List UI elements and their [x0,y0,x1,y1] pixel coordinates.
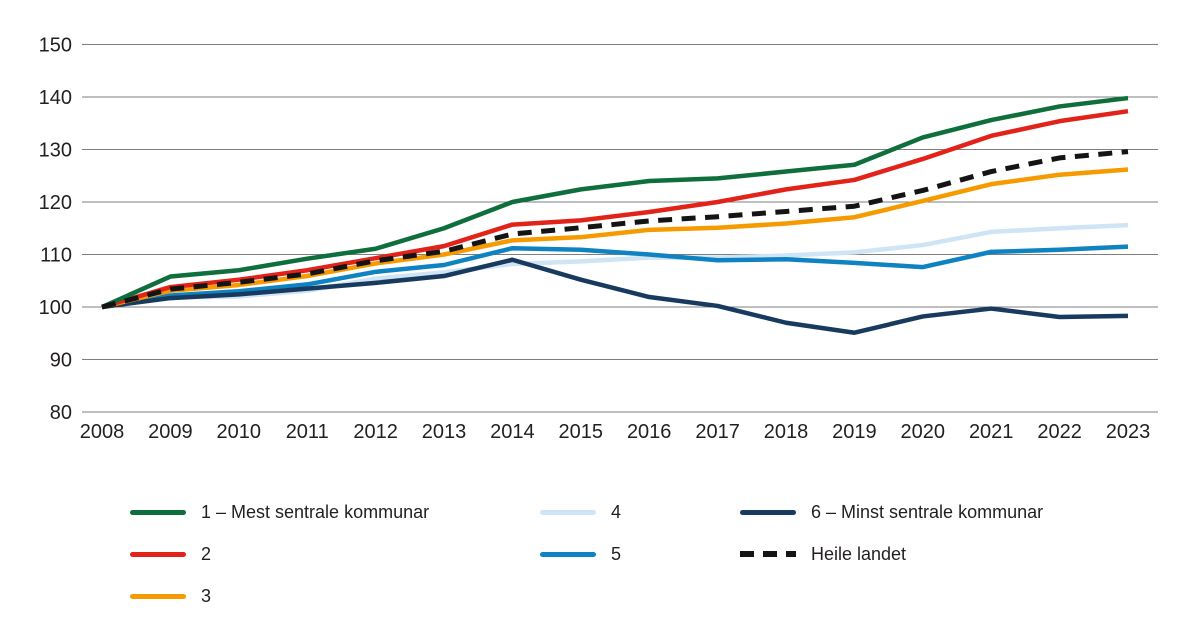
legend-column: 6 – Minst sentrale kommunar Heile landet [740,500,1043,584]
legend-label: 5 [611,544,622,564]
legend-item-series-6: 6 – Minst sentrale kommunar [740,500,1043,524]
x-tick-label: 2016 [627,421,672,443]
y-tick-label: 130 [39,140,72,162]
legend-item-series-4: 4 [540,500,621,524]
x-tick-label: 2008 [80,421,125,443]
legend-swatch-icon [130,551,186,557]
legend-item-series-5: 5 [540,542,621,566]
legend-swatch-icon [540,551,596,557]
legend-swatch-icon [130,593,186,599]
legend-label: 6 – Minst sentrale kommunar [811,502,1044,522]
legend-label: 3 [201,586,212,606]
legend-swatch-icon [130,509,186,515]
legend-item-series-1: 1 – Mest sentrale kommunar [130,500,429,524]
legend-label: 4 [611,502,622,522]
x-tick-label: 2019 [832,421,877,443]
x-tick-label: 2020 [901,421,946,443]
y-tick-label: 120 [39,192,72,214]
x-tick-label: 2022 [1037,421,1082,443]
series-line-2 [101,108,1129,310]
x-tick-label: 2018 [764,421,809,443]
x-tick-label: 2009 [148,421,193,443]
legend-item-series-3: 3 [130,584,429,608]
legend-swatch-icon [540,509,596,515]
series-line-6 [101,257,1129,335]
legend-label: 2 [201,544,212,564]
legend-label: Heile landet [811,544,907,564]
x-tick-label: 2014 [490,421,535,443]
x-tick-label: 2017 [695,421,740,443]
series-line-7 [101,149,1129,310]
y-tick-label: 110 [40,245,72,267]
y-tick-label: 150 [39,35,72,57]
x-tick-label: 2015 [559,421,604,443]
legend-item-series-2: 2 [130,542,429,566]
y-tick-label: 100 [39,297,72,319]
y-tick-label: 140 [39,87,72,109]
y-tick-label: 80 [50,402,72,424]
legend-swatch-icon [740,551,796,557]
legend-item-series-7: Heile landet [740,542,1043,566]
series-line-5 [101,244,1129,310]
x-tick-label: 2023 [1106,421,1151,443]
legend-label: 1 – Mest sentrale kommunar [201,502,430,522]
y-tick-label: 90 [50,350,72,372]
x-tick-label: 2010 [217,421,262,443]
x-tick-label: 2012 [353,421,398,443]
series-line-1 [101,95,1129,310]
line-chart: 80 90 100 110 120 130 140 150 2008 2009 2010 2011 20… [39,35,1158,443]
x-tick-label: 2011 [286,421,329,443]
x-tick-label: 2021 [969,421,1014,443]
x-tick-label: 2013 [422,421,467,443]
legend-swatch-icon [740,509,796,515]
legend-column: 1 – Mest sentrale kommunar 2 3 [130,500,429,626]
chart-legend: 1 – Mest sentrale kommunar 2 3 4 5 6 – Minst … [0,492,1200,632]
